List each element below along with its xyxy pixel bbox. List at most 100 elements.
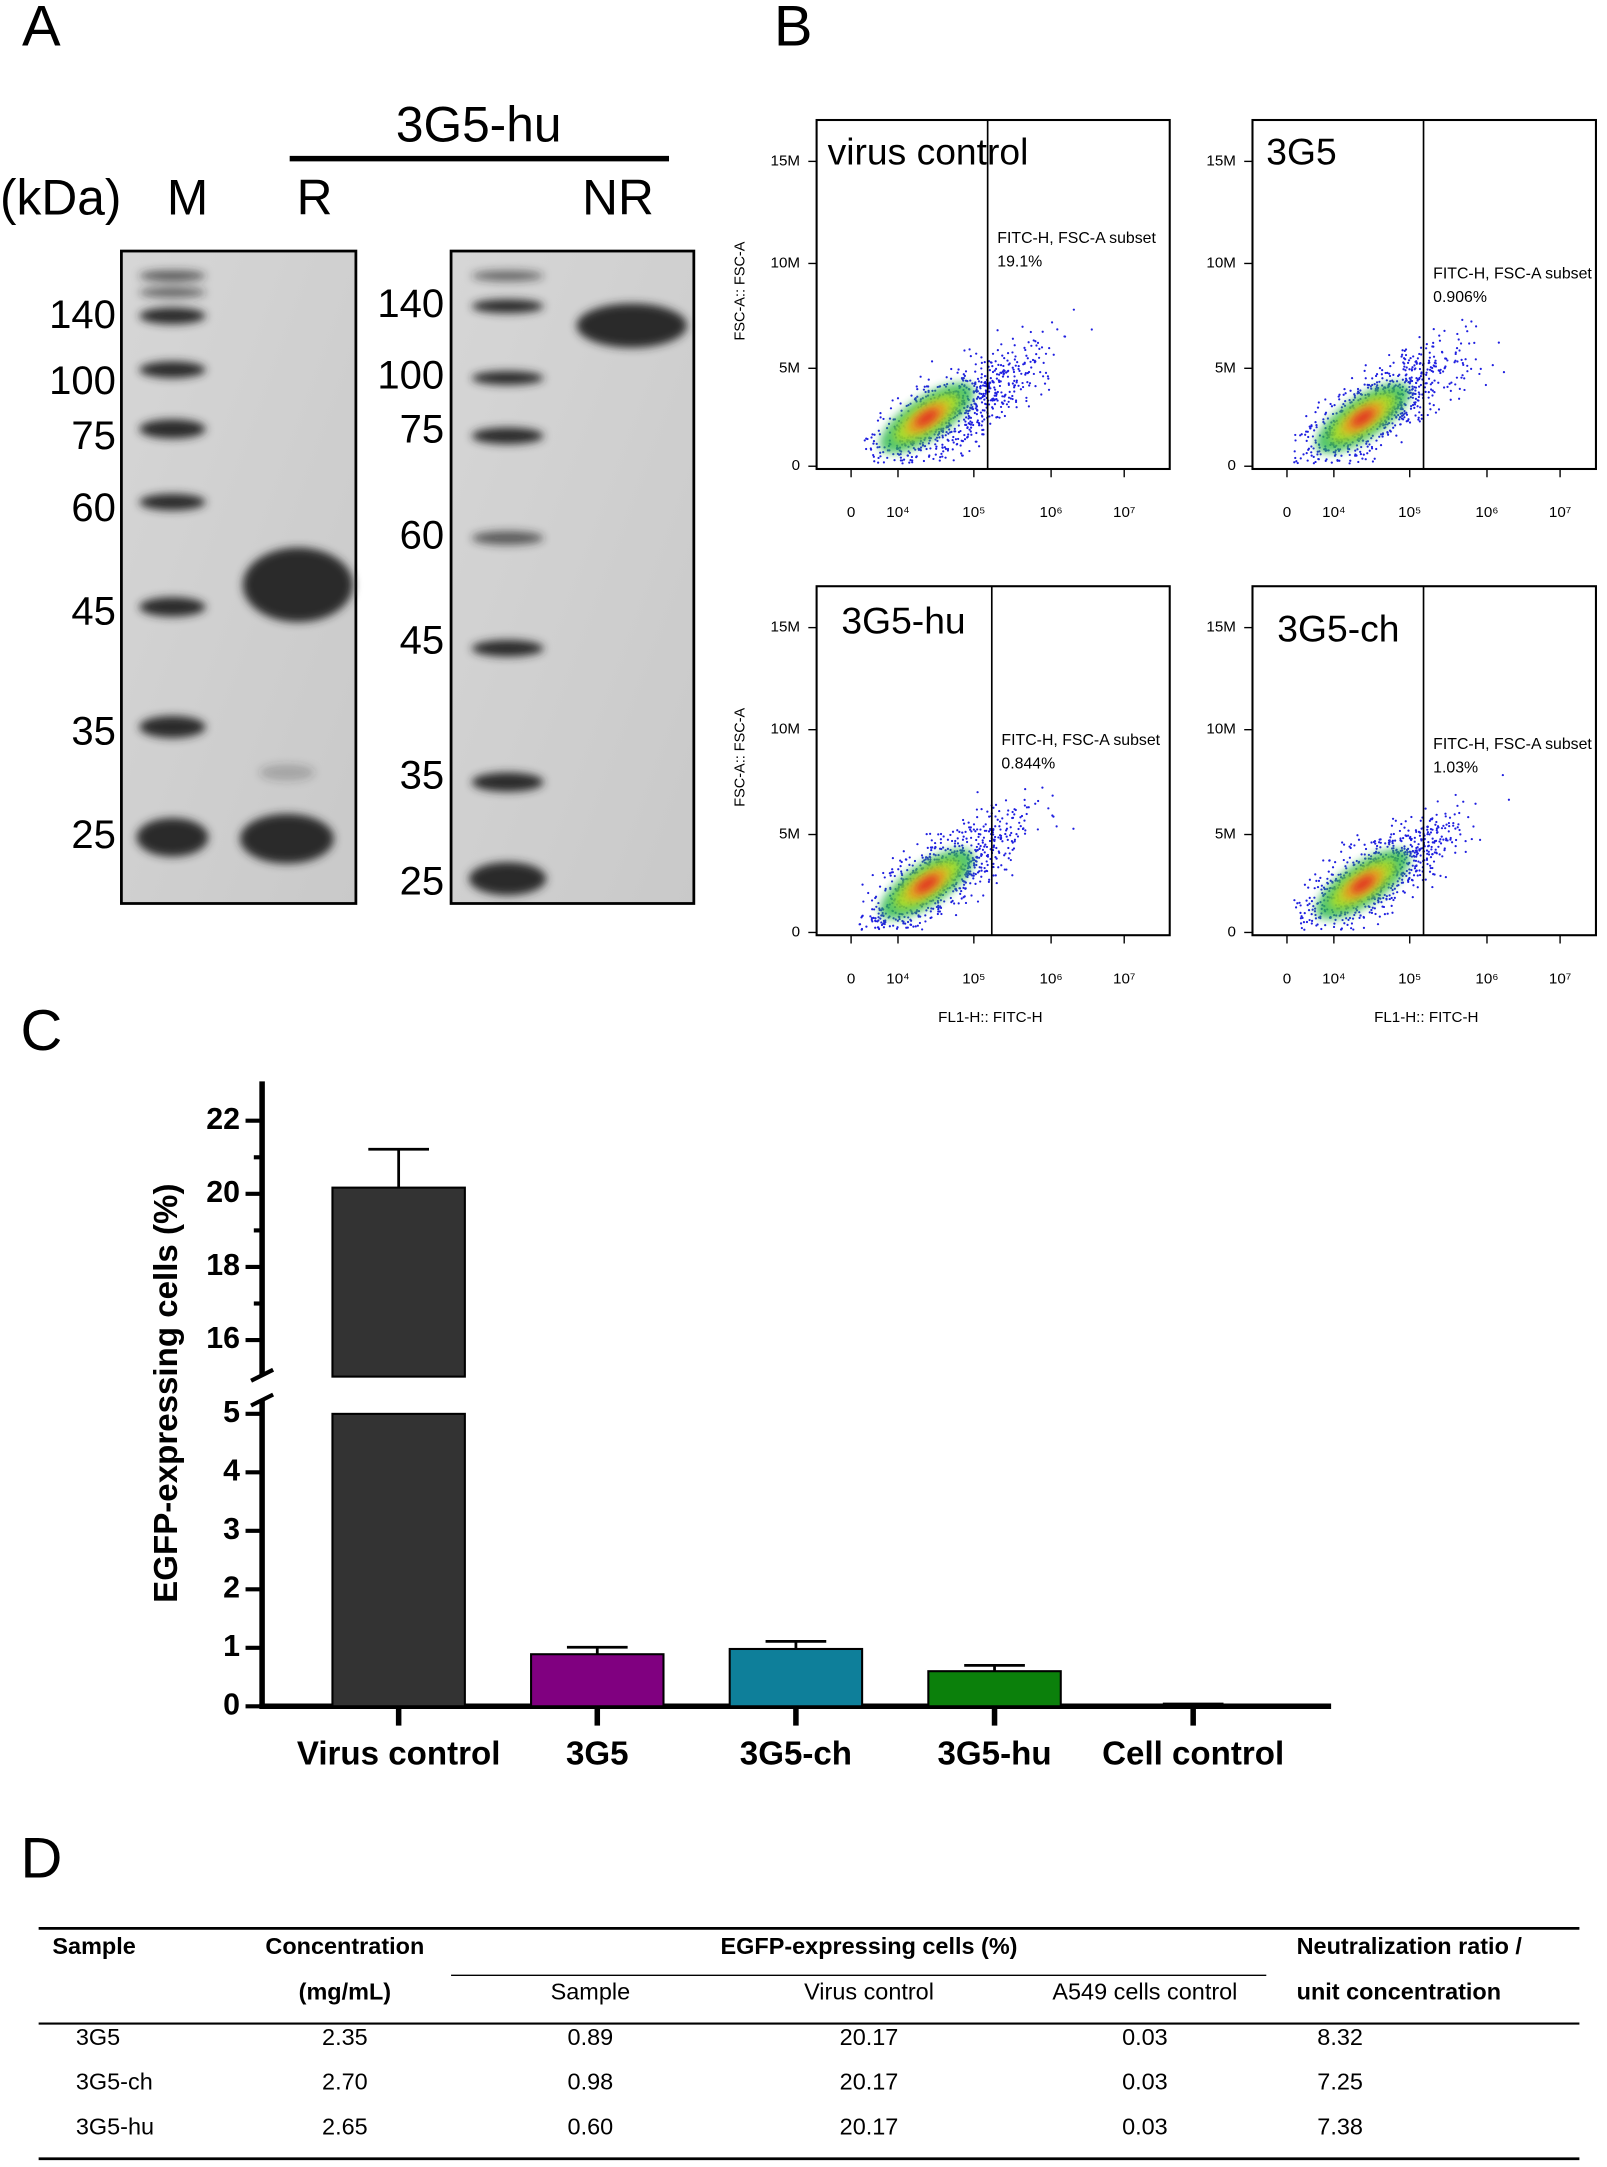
event-dot bbox=[930, 910, 932, 912]
event-dot bbox=[1410, 396, 1412, 398]
event-dot bbox=[1007, 376, 1009, 378]
event-dot bbox=[940, 833, 942, 835]
event-dot bbox=[1492, 364, 1494, 366]
event-dot bbox=[878, 430, 880, 432]
event-dot bbox=[1382, 897, 1384, 899]
event-dot bbox=[1328, 871, 1330, 873]
event-dot bbox=[987, 855, 989, 857]
event-dot bbox=[1398, 418, 1400, 420]
x-axis-label: FL1-H:: FITC-H bbox=[1374, 1009, 1478, 1026]
event-dot bbox=[1008, 401, 1010, 403]
x-tick-label: 3G5-hu bbox=[938, 1736, 1052, 1773]
x-tick-label: 10⁶ bbox=[1040, 970, 1063, 987]
event-dot bbox=[940, 842, 942, 844]
event-dot bbox=[1419, 862, 1421, 864]
event-dot bbox=[947, 839, 949, 841]
event-dot bbox=[892, 925, 894, 927]
event-dot bbox=[1379, 846, 1381, 848]
event-dot bbox=[1344, 400, 1346, 402]
event-dot bbox=[1340, 851, 1342, 853]
event-dot bbox=[1349, 857, 1351, 859]
event-dot bbox=[873, 908, 875, 910]
y-tick-label: 0 bbox=[223, 1688, 240, 1721]
event-dot bbox=[877, 916, 879, 918]
event-dot bbox=[939, 456, 941, 458]
event-dot bbox=[1365, 443, 1367, 445]
event-dot bbox=[1376, 848, 1378, 850]
event-dot bbox=[879, 433, 881, 435]
event-dot bbox=[1000, 343, 1002, 345]
event-dot bbox=[980, 876, 982, 878]
event-dot bbox=[1462, 364, 1464, 366]
event-dot bbox=[971, 874, 973, 876]
event-dot bbox=[952, 448, 954, 450]
event-dot bbox=[984, 871, 986, 873]
event-dot bbox=[975, 353, 977, 355]
event-dot bbox=[892, 871, 894, 873]
event-dot bbox=[981, 373, 983, 375]
event-dot bbox=[1368, 384, 1370, 386]
event-dot bbox=[1311, 920, 1313, 922]
event-dot bbox=[1404, 381, 1406, 383]
y-tick-label: 16 bbox=[206, 1322, 240, 1355]
event-dot bbox=[1434, 824, 1436, 826]
event-dot bbox=[1309, 897, 1311, 899]
event-dot bbox=[998, 417, 1000, 419]
event-dot bbox=[1343, 922, 1345, 924]
event-dot bbox=[1437, 846, 1439, 848]
event-dot bbox=[1414, 389, 1416, 391]
event-dot bbox=[1392, 362, 1394, 364]
event-dot bbox=[876, 446, 878, 448]
event-dot bbox=[905, 927, 907, 929]
event-dot bbox=[975, 441, 977, 443]
event-dot bbox=[1418, 391, 1420, 393]
event-dot bbox=[877, 457, 879, 459]
event-dot bbox=[1013, 380, 1015, 382]
event-dot bbox=[973, 872, 975, 874]
event-dot bbox=[935, 448, 937, 450]
event-dot bbox=[989, 387, 991, 389]
event-dot bbox=[1428, 378, 1430, 380]
event-dot bbox=[1348, 399, 1350, 401]
event-dot bbox=[1047, 375, 1049, 377]
event-dot bbox=[883, 920, 885, 922]
event-dot bbox=[1004, 868, 1006, 870]
event-dot bbox=[1308, 919, 1310, 921]
event-dot bbox=[995, 804, 997, 806]
event-dot bbox=[1000, 380, 1002, 382]
event-dot bbox=[1372, 907, 1374, 909]
event-dot bbox=[1041, 787, 1043, 789]
event-dot bbox=[994, 389, 996, 391]
event-dot bbox=[1391, 905, 1393, 907]
event-dot bbox=[1000, 391, 1002, 393]
event-dot bbox=[927, 385, 929, 387]
event-dot bbox=[1419, 420, 1421, 422]
event-dot bbox=[928, 456, 930, 458]
event-dot bbox=[1430, 856, 1432, 858]
event-dot bbox=[861, 928, 863, 930]
event-dot bbox=[1392, 818, 1394, 820]
event-dot bbox=[1397, 375, 1399, 377]
event-dot bbox=[861, 883, 863, 885]
event-dot bbox=[947, 433, 949, 435]
table-cell: 0.89 bbox=[568, 2024, 614, 2050]
event-dot bbox=[1441, 351, 1443, 353]
event-dot bbox=[1429, 357, 1431, 359]
event-dot bbox=[1306, 921, 1308, 923]
event-dot bbox=[976, 816, 978, 818]
event-dot bbox=[903, 850, 905, 852]
event-dot bbox=[996, 378, 998, 380]
event-dot bbox=[1032, 359, 1034, 361]
event-dot bbox=[1392, 899, 1394, 901]
event-dot bbox=[1349, 460, 1351, 462]
event-dot bbox=[1429, 403, 1431, 405]
event-dot bbox=[1412, 879, 1414, 881]
event-dot bbox=[1378, 381, 1380, 383]
event-dot bbox=[1432, 342, 1434, 344]
event-dot bbox=[1431, 829, 1433, 831]
event-dot bbox=[995, 368, 997, 370]
event-dot bbox=[892, 453, 894, 455]
event-dot bbox=[919, 915, 921, 917]
event-dot bbox=[1001, 411, 1003, 413]
event-dot bbox=[1029, 361, 1031, 363]
